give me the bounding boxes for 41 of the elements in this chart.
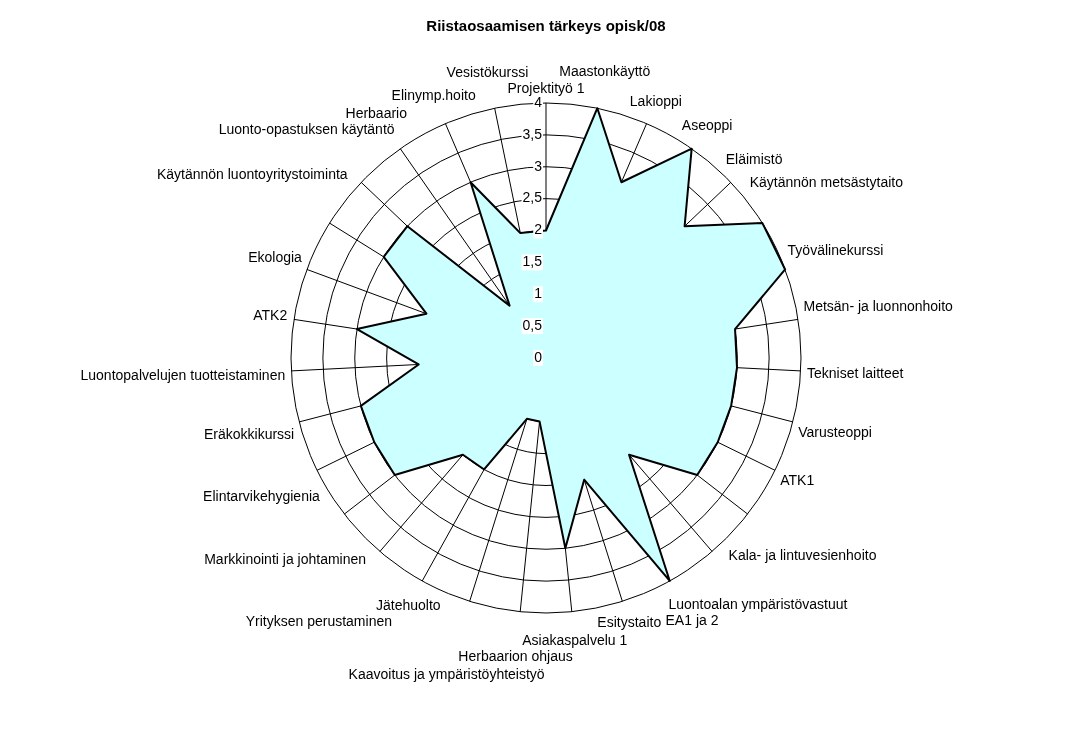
spoke-label: Kala- ja lintuvesienhoito <box>728 547 877 564</box>
y-tick-label: 2 <box>534 221 543 238</box>
y-tick-label: 4 <box>534 93 543 110</box>
y-tick-label: 1 <box>534 285 543 302</box>
spoke-label: Yrityksen perustaminen <box>245 613 393 630</box>
y-tick-label: 3 <box>534 157 543 174</box>
spoke-label: Eläimistö <box>725 151 783 168</box>
spoke-label: Esitystaito <box>597 614 662 631</box>
spoke-label: Luonto-opastuksen käytäntö <box>218 121 395 138</box>
spoke-label: Käytännön luontoyritystoiminta <box>156 165 348 182</box>
spoke-label: Herbaarion ohjaus <box>458 648 573 665</box>
spoke-label: EA1 ja 2 <box>665 611 719 628</box>
spoke-label: Aseoppi <box>681 117 733 134</box>
y-tick-label: 1,5 <box>522 253 543 270</box>
spoke-label: Kaavoitus ja ympäristöyhteistyö <box>348 665 545 682</box>
y-tick-label: 3,5 <box>522 125 543 142</box>
spoke-label: Luontopalvelujen tuotteistaminen <box>80 367 286 384</box>
spoke-label: Asiakaspalvelu 1 <box>522 631 628 648</box>
spoke-label: Eräkokkikurssi <box>203 425 295 442</box>
spoke-label: Metsän- ja luonnonhoito <box>803 297 954 314</box>
spoke-label: Luontoalan ympäristövastuut <box>668 595 848 612</box>
spoke-label: Työvälinekurssi <box>787 241 884 258</box>
spoke-label: Tekniset laitteet <box>806 364 904 381</box>
spoke-label: ATK2 <box>253 306 288 323</box>
spoke-label: Vesistökurssi <box>446 63 529 80</box>
spoke-label: Varusteoppi <box>798 423 872 440</box>
y-tick-label: 0 <box>534 348 543 365</box>
spoke-label: Käytännön metsästytaito <box>749 174 904 191</box>
y-tick-label: 2,5 <box>522 189 543 206</box>
spoke-label: Elinymp.hoito <box>391 87 476 104</box>
spoke-label: Projektityö 1 <box>507 79 585 96</box>
chart-title: Riistaosaamisen tärkeys opisk/08 <box>426 17 666 35</box>
y-tick-label: 0,5 <box>522 316 543 333</box>
spoke-label: Ekologia <box>248 248 303 265</box>
spoke-label: Markkinointi ja johtaminen <box>204 550 367 567</box>
spoke-label: Lakioppi <box>629 92 682 109</box>
spoke-label: ATK1 <box>780 472 815 489</box>
spoke-label: Jätehuolto <box>376 596 441 613</box>
spoke-label: Herbaario <box>345 104 408 121</box>
spoke-label: Elintarvikehygienia <box>203 488 321 505</box>
spoke-label: Maastonkäyttö <box>559 62 651 79</box>
